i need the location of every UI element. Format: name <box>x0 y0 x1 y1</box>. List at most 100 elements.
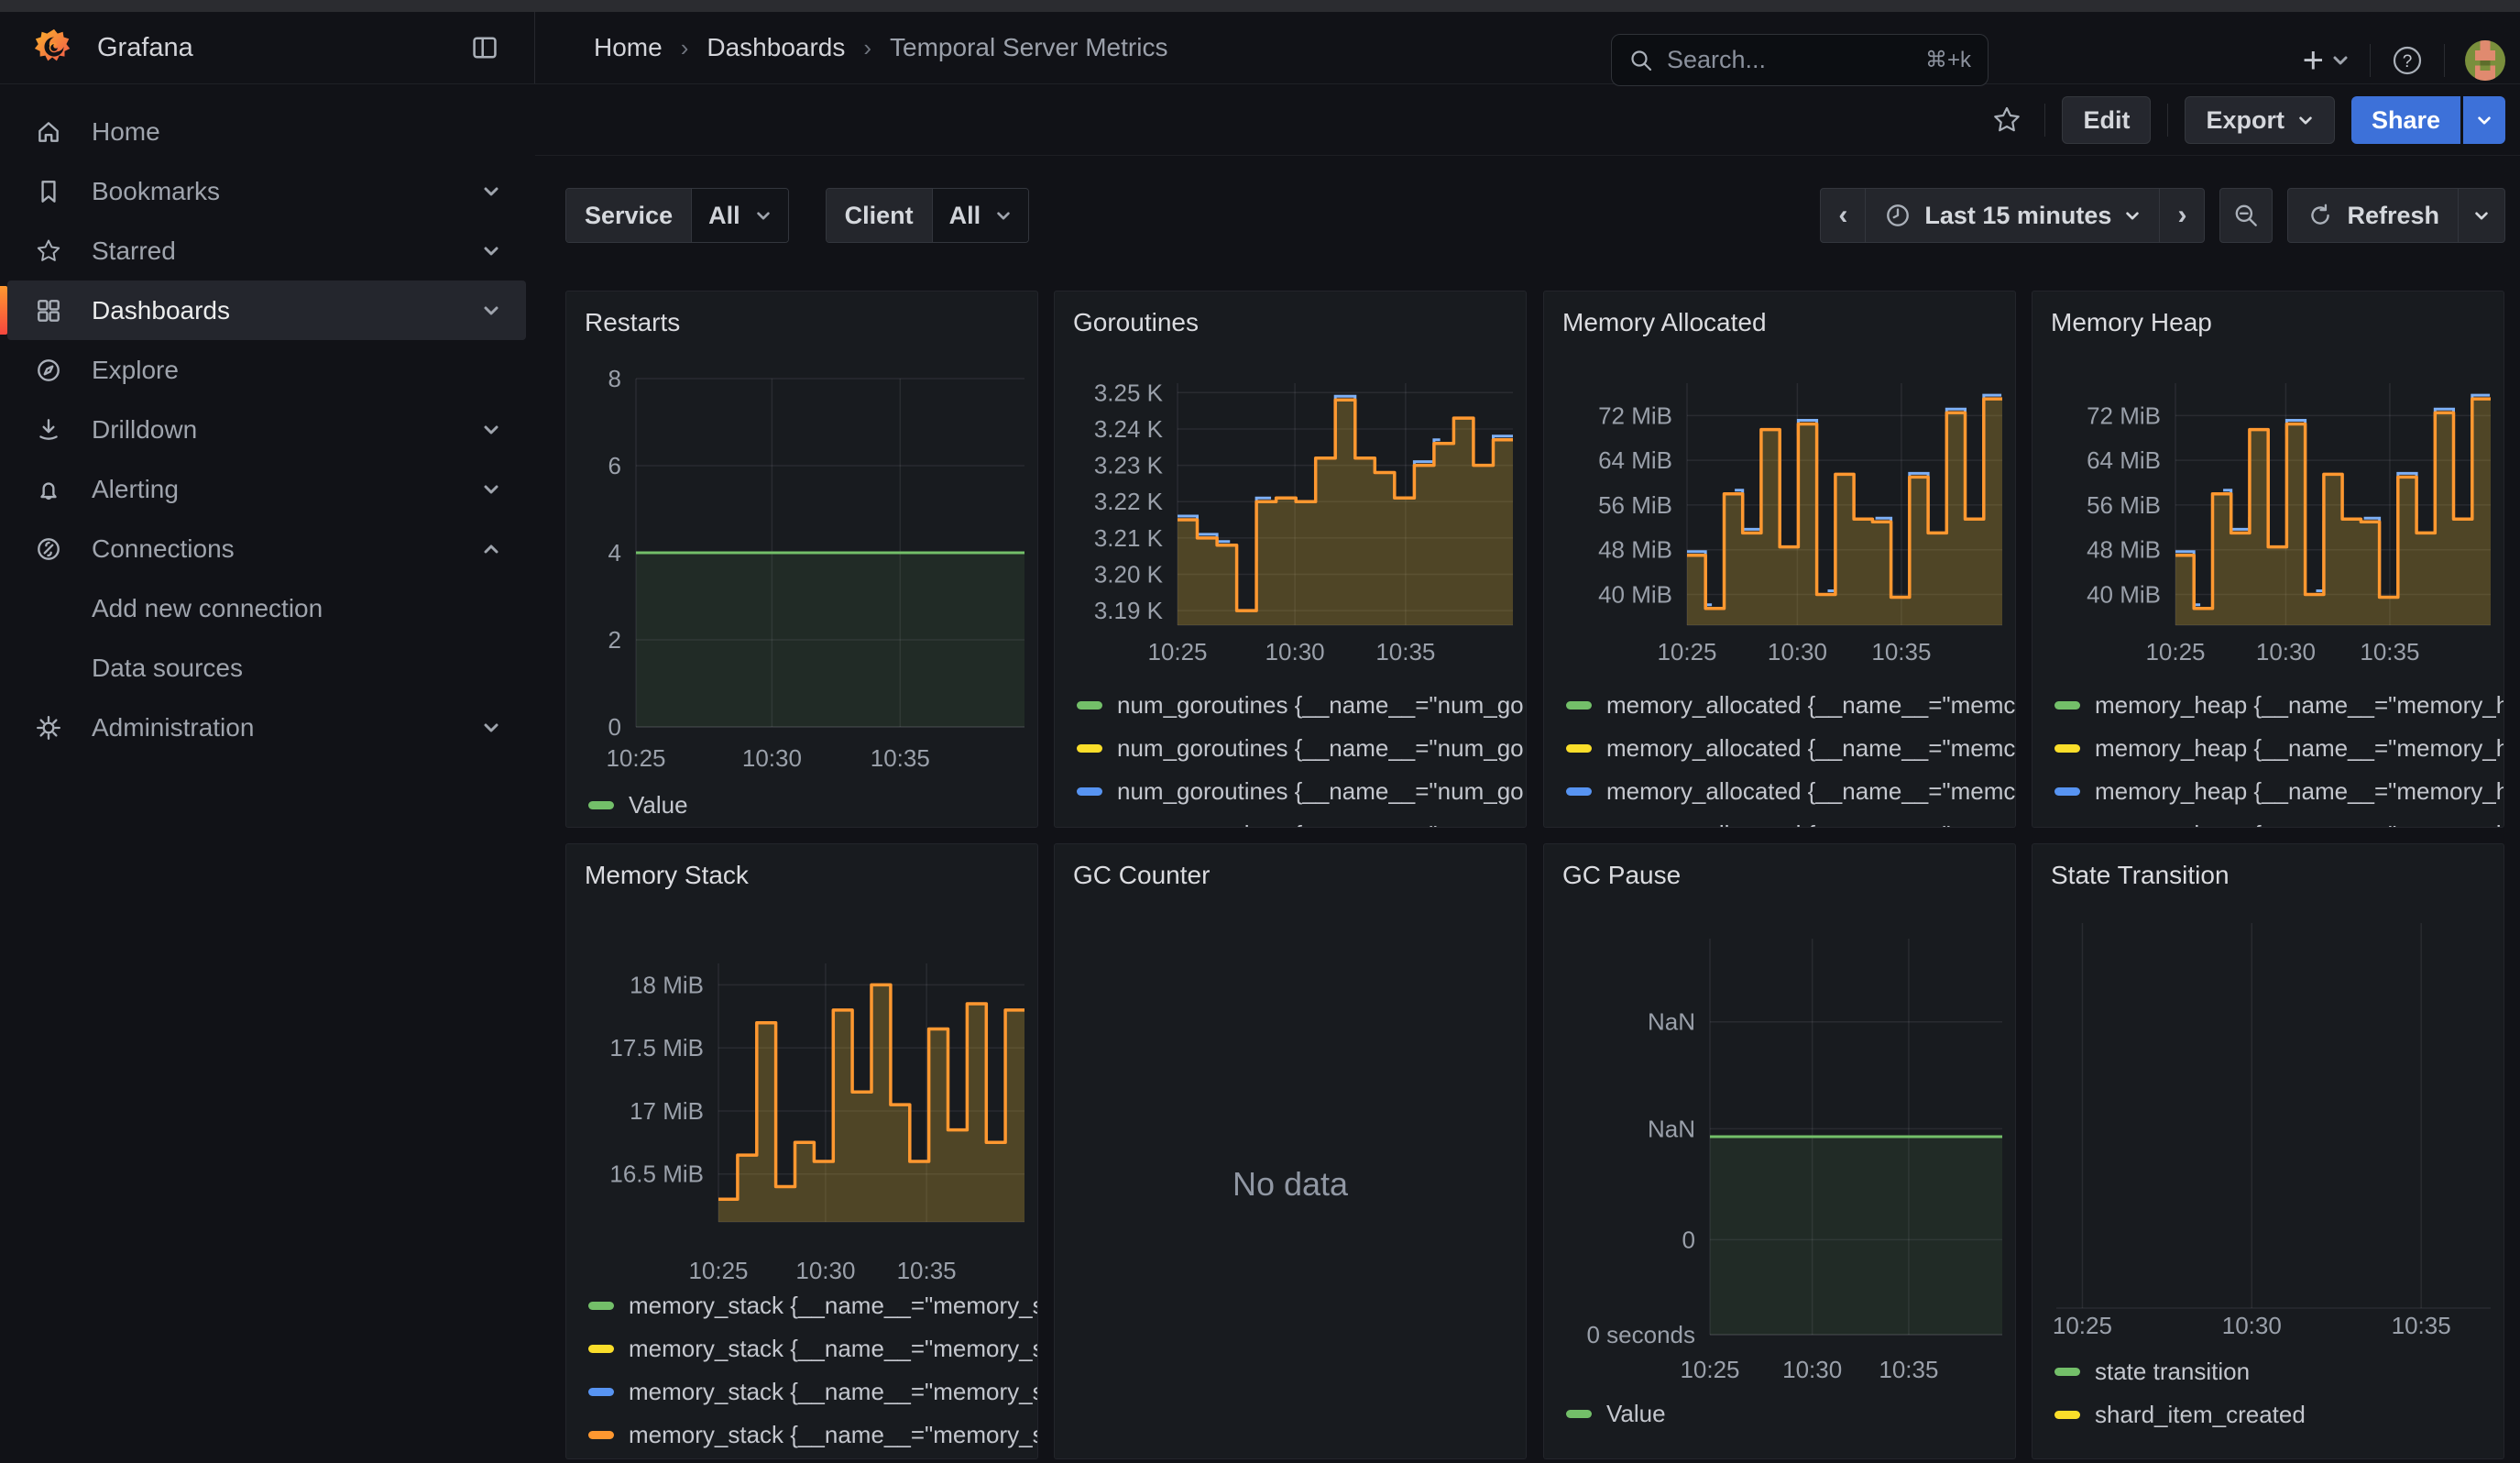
time-range-picker[interactable]: Last 15 minutes <box>1865 188 2160 243</box>
svg-text:NaN: NaN <box>1648 1115 1695 1142</box>
edit-button[interactable]: Edit <box>2062 96 2151 144</box>
chevron-down-icon <box>2473 210 2490 222</box>
timeseries-chart[interactable]: 3.25 K3.24 K3.23 K3.22 K3.21 K3.20 K3.19… <box>1069 292 1513 827</box>
legend-item[interactable]: num_goroutines {__name__="num_go <box>1077 777 1524 806</box>
timeseries-chart[interactable]: 8642010:2510:3010:35Value <box>581 292 1024 827</box>
legend-item[interactable]: memory_allocated {__name__="memc <box>1566 734 2015 763</box>
panel-goroutines: Goroutines 3.25 K3.24 K3.23 K3.22 K3.21 … <box>1054 291 1527 828</box>
svg-text:NaN: NaN <box>1648 1008 1695 1036</box>
svg-text:3.19 K: 3.19 K <box>1094 597 1164 624</box>
share-dropdown-button[interactable] <box>2463 96 2505 144</box>
legend-color-pill <box>1566 701 1592 710</box>
sidebar-item-home[interactable]: Home <box>7 102 526 161</box>
legend-item[interactable]: num_goroutines {__name__="num_go <box>1077 734 1524 763</box>
service-filter[interactable]: Service All <box>565 188 789 243</box>
legend-item[interactable]: memory_heap {__name__="memory_h <box>2054 691 2504 720</box>
legend-item[interactable]: memory_stack {__name__="memory_s <box>588 1378 1038 1406</box>
sidebar-item-data-sources[interactable]: Data sources <box>7 638 526 698</box>
svg-text:10:25: 10:25 <box>1147 638 1207 666</box>
variable-filters: Service All Client All <box>565 188 1029 243</box>
legend-color-pill <box>588 1345 614 1353</box>
breadcrumb-dashboards[interactable]: Dashboards <box>707 33 845 62</box>
sidebar-item-drilldown[interactable]: Drilldown <box>7 400 526 459</box>
sidebar-item-starred[interactable]: Starred <box>7 221 526 280</box>
sidebar-label: Drilldown <box>92 415 197 445</box>
legend-item[interactable]: memory_stack {__name__="memory_s <box>588 1335 1038 1363</box>
svg-text:40 MiB: 40 MiB <box>2087 580 2161 608</box>
chevron-down-icon <box>2331 54 2350 67</box>
legend-item[interactable]: memory_allocated {__name__="memc <box>1566 691 2015 720</box>
add-new-button[interactable]: + <box>2303 42 2350 79</box>
svg-text:17.5 MiB: 17.5 MiB <box>609 1034 704 1062</box>
home-icon <box>35 118 62 146</box>
sidebar-item-alerting[interactable]: Alerting <box>7 459 526 519</box>
legend-label: num_goroutines {__name__="num_go <box>1117 820 1524 828</box>
legend-item[interactable]: num_goroutines {__name__="num_go <box>1077 691 1524 720</box>
legend-item[interactable]: memory_heap {__name__="memory_h <box>2054 734 2504 763</box>
refresh-icon <box>2306 202 2334 229</box>
legend-item[interactable]: memory_stack {__name__="memory_s <box>588 1421 1038 1449</box>
user-avatar[interactable] <box>2465 40 2505 81</box>
chevron-down-icon <box>995 210 1012 222</box>
sidebar-item-administration[interactable]: Administration <box>7 698 526 757</box>
sidebar-item-bookmarks[interactable]: Bookmarks <box>7 161 526 221</box>
time-range-label: Last 15 minutes <box>1924 202 2111 230</box>
help-button[interactable]: ? <box>2391 44 2424 77</box>
timeseries-chart[interactable]: 72 MiB64 MiB56 MiB48 MiB40 MiB10:2510:30… <box>2047 292 2491 827</box>
legend-item[interactable]: memory_heap {__name__="memory_h <box>2054 820 2504 828</box>
legend-item[interactable]: state transition <box>2054 1358 2250 1386</box>
sidebar-toggle-button[interactable] <box>466 29 503 66</box>
no-data-message: No data <box>1055 1165 1526 1204</box>
chevron-down-icon <box>482 721 500 734</box>
favorite-button[interactable] <box>1991 104 2022 136</box>
service-filter-value: All <box>708 202 740 230</box>
search-input[interactable]: Search... ⌘+k <box>1611 34 1989 86</box>
time-shift-back-button[interactable]: ‹ <box>1820 188 1866 243</box>
svg-text:48 MiB: 48 MiB <box>2087 536 2161 564</box>
svg-text:10:35: 10:35 <box>871 744 930 772</box>
sidebar-item-connections[interactable]: Connections <box>7 519 526 578</box>
help-icon: ? <box>2391 44 2424 77</box>
zoom-out-button[interactable] <box>2219 188 2273 243</box>
legend-item[interactable]: memory_allocated {__name__="memc <box>1566 777 2015 806</box>
legend-item[interactable]: shard_item_created <box>2054 1401 2306 1429</box>
legend-color-pill <box>1077 744 1102 753</box>
legend-item[interactable]: memory_stack {__name__="memory_s <box>588 1292 1038 1320</box>
svg-text:10:25: 10:25 <box>606 744 665 772</box>
svg-text:3.21 K: 3.21 K <box>1094 524 1164 552</box>
timeseries-chart[interactable]: 72 MiB64 MiB56 MiB48 MiB40 MiB10:2510:30… <box>1559 292 2002 827</box>
legend-label: memory_allocated {__name__="memc <box>1606 777 2015 806</box>
svg-text:10:30: 10:30 <box>1768 638 1827 666</box>
legend-item[interactable]: Value <box>1566 1400 1666 1428</box>
zoom-out-icon <box>2232 202 2260 229</box>
sidebar-item-explore[interactable]: Explore <box>7 340 526 400</box>
sidebar-item-add-new-connection[interactable]: Add new connection <box>7 578 526 638</box>
breadcrumb-home[interactable]: Home <box>594 33 663 62</box>
svg-text:10:25: 10:25 <box>2145 638 2205 666</box>
sidebar-item-dashboards[interactable]: Dashboards <box>7 280 526 340</box>
svg-text:8: 8 <box>608 365 621 392</box>
chevron-down-icon <box>482 245 500 258</box>
svg-text:18 MiB: 18 MiB <box>630 971 704 998</box>
legend-label: state transition <box>2095 1358 2250 1386</box>
time-shift-forward-button[interactable]: › <box>2159 188 2205 243</box>
share-button[interactable]: Share <box>2351 96 2460 144</box>
legend-item[interactable]: memory_allocated {__name__="memc <box>1566 820 2015 828</box>
timeseries-chart[interactable]: 18 MiB17.5 MiB17 MiB16.5 MiB10:2510:3010… <box>581 844 1024 1458</box>
refresh-interval-button[interactable] <box>2458 188 2505 243</box>
svg-text:48 MiB: 48 MiB <box>1598 536 1672 564</box>
search-icon <box>1628 48 1654 73</box>
legend-item[interactable]: memory_heap {__name__="memory_h <box>2054 777 2504 806</box>
client-filter[interactable]: Client All <box>826 188 1030 243</box>
refresh-button[interactable]: Refresh <box>2287 188 2459 243</box>
legend-item[interactable]: Value <box>588 791 688 820</box>
svg-text:0: 0 <box>608 713 621 741</box>
timeseries-chart[interactable]: 10:2510:3010:35state transitionshard_ite… <box>2047 844 2491 1458</box>
svg-text:40 MiB: 40 MiB <box>1598 580 1672 608</box>
legend-item[interactable]: num_goroutines {__name__="num_go <box>1077 820 1524 828</box>
export-button[interactable]: Export <box>2185 96 2335 144</box>
panel-title[interactable]: GC Counter <box>1073 861 1210 890</box>
legend-color-pill <box>588 1431 614 1439</box>
timeseries-chart[interactable]: NaNNaN00 seconds10:2510:3010:35Value <box>1559 844 2002 1458</box>
legend-color-pill <box>1566 1410 1592 1418</box>
